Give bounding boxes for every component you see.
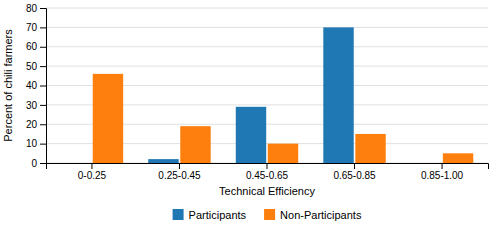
y-tick-mark (40, 144, 46, 145)
x-tick: 0-0.25 (78, 163, 107, 181)
legend-item: Non-Participants (264, 209, 362, 221)
y-tick-label: 60 (26, 41, 38, 52)
y-tick-label: 40 (26, 80, 38, 91)
x-tick: 0.85-1.00 (421, 163, 464, 181)
legend: Participants Non-Participants (173, 209, 362, 221)
x-tick-label: 0-0.25 (78, 170, 107, 181)
x-axis-title: Technical Efficiency (219, 185, 315, 197)
legend-swatch (264, 209, 275, 220)
bar-series (93, 74, 474, 163)
y-tick-mark (40, 86, 46, 87)
x-tick-label: 0.85-1.00 (421, 170, 464, 181)
y-tick-mark (40, 47, 46, 48)
y-axis-title: Percent of chili farmers (2, 29, 14, 142)
x-tick-mark (179, 163, 180, 169)
x-tick-label: 0.65-0.85 (333, 170, 376, 181)
y-tick: 30 (26, 100, 46, 111)
legend-item: Participants (173, 209, 247, 221)
x-tick-label: 0.45-0.65 (246, 170, 289, 181)
bar (61, 163, 91, 164)
bar (93, 74, 123, 163)
legend-label: Participants (189, 209, 247, 221)
bar (236, 107, 266, 163)
x-tick-mark (354, 163, 355, 169)
y-tick: 70 (26, 22, 46, 33)
x-tick-label: 0.25-0.45 (158, 170, 201, 181)
grid-line (46, 27, 488, 28)
y-tick: 80 (26, 3, 46, 14)
y-tick: 10 (26, 138, 46, 149)
bars (93, 27, 474, 163)
x-tick: 0.45-0.65 (246, 163, 289, 181)
bar (411, 163, 441, 164)
y-tick-label: 80 (26, 3, 38, 14)
x-tick-mark (267, 163, 268, 169)
grid-line (46, 8, 488, 9)
x-tick-mark (442, 163, 443, 169)
x-axis: 0-0.25 0.25-0.45 0.45-0.65 0.65-0.85 0.85-1.… (47, 163, 489, 181)
bar (180, 126, 210, 163)
y-axis-line (40, 9, 47, 164)
bar (323, 27, 353, 163)
x-tick: 0.65-0.85 (333, 163, 376, 181)
y-tick: 0 (31, 158, 46, 169)
y-tick-mark (40, 66, 46, 67)
legend-swatch (173, 209, 184, 220)
y-tick-mark (40, 8, 46, 9)
y-tick-mark (40, 124, 46, 125)
bar (268, 144, 298, 163)
y-tick-label: 0 (31, 158, 37, 169)
y-tick-mark (40, 105, 46, 106)
y-tick-label: 70 (26, 22, 38, 33)
y-axis: 0 10 20 30 40 50 60 70 80 (26, 3, 47, 169)
bar-series (148, 27, 353, 163)
legend-label: Non-Participants (280, 209, 362, 221)
y-tick: 40 (26, 80, 46, 91)
y-tick-label: 50 (26, 61, 38, 72)
y-tick: 50 (26, 61, 46, 72)
y-tick: 20 (26, 119, 46, 130)
grid (46, 8, 488, 163)
chart: 0-0.25 0.25-0.45 0.45-0.65 0.65-0.85 0.85-1.… (0, 0, 500, 227)
grid-line (46, 66, 488, 67)
x-axis-line (47, 164, 489, 170)
x-tick-mark (91, 163, 92, 169)
y-tick-label: 20 (26, 119, 38, 130)
bar (443, 153, 473, 163)
x-tick: 0.25-0.45 (158, 163, 201, 181)
y-tick-mark (40, 27, 46, 28)
y-tick-label: 30 (26, 100, 38, 111)
y-tick: 60 (26, 41, 46, 52)
bar (148, 159, 178, 163)
grid-line (46, 46, 488, 47)
bar (355, 134, 385, 163)
y-tick-label: 10 (26, 138, 38, 149)
plot: 0-0.25 0.25-0.45 0.45-0.65 0.65-0.85 0.85-1.… (26, 3, 489, 181)
y-tick-mark (40, 163, 46, 164)
